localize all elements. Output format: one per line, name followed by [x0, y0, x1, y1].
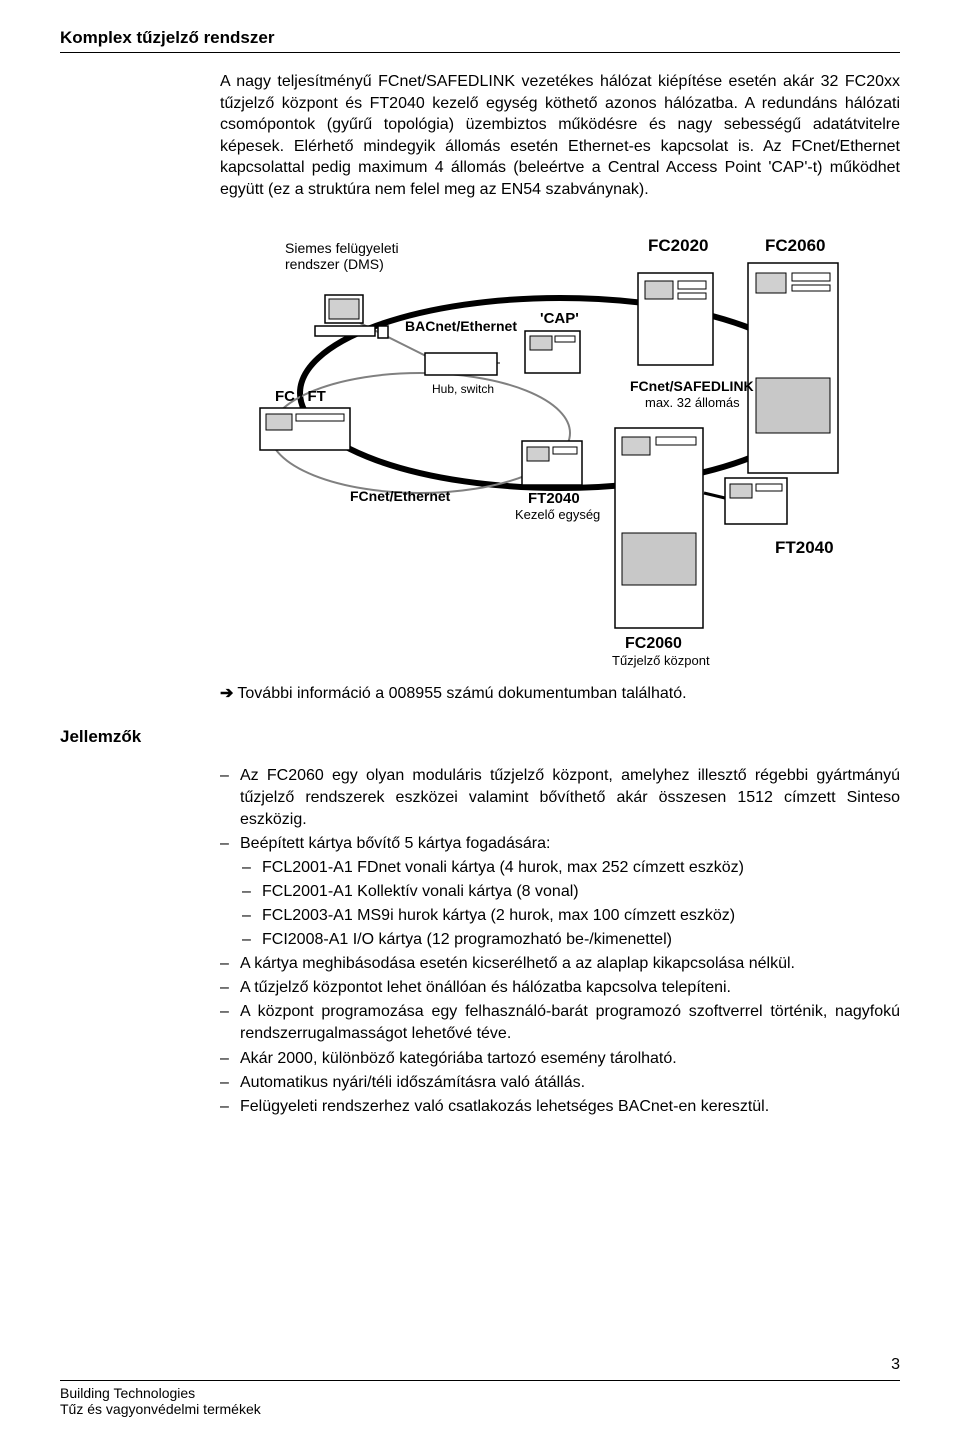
feature-item: Automatikus nyári/téli időszámításra val…: [240, 1072, 900, 1094]
feature-item: A tűzjelző központot lehet önállóan és h…: [240, 977, 900, 999]
fc2060-panel-top: [748, 263, 838, 473]
features-heading: Jellemzők: [60, 727, 900, 747]
feature-item: Felügyeleti rendszerhez való csatlakozás…: [240, 1096, 900, 1118]
page-number: 3: [891, 1356, 900, 1374]
svg-text:BACnet/Ethernet: BACnet/Ethernet: [405, 318, 517, 334]
features-list: Az FC2060 egy olyan moduláris tűzjelző k…: [220, 765, 900, 1118]
ft2040-label-right: FT2040: [775, 538, 834, 557]
fc2020-panel: [638, 273, 713, 365]
ft2040-label-center: FT2040: [528, 490, 580, 507]
sub-feature-item: FCL2001-A1 FDnet vonali kártya (4 hurok,…: [262, 857, 900, 879]
section-title: Komplex tűzjelző rendszer: [60, 28, 900, 53]
fc2060-label-top: FC2060: [765, 236, 825, 255]
fcnet-safed-1: FCnet/SAFEDLINK: [630, 378, 754, 394]
ft2040-panel-right: [725, 478, 787, 524]
page-footer: 3 Building Technologies Tűz és vagyonvéd…: [60, 1380, 900, 1417]
fc2060-sub-bottom: Tűzjelző központ: [612, 653, 710, 668]
sub-feature-item: FCI2008-A1 I/O kártya (12 programozható …: [262, 929, 900, 951]
footer-line-1: Building Technologies: [60, 1385, 261, 1401]
fcnet-safed-2: max. 32 állomás: [645, 395, 740, 410]
cap-label: 'CAP': [540, 310, 579, 327]
network-diagram: Siemes felügyeleti rendszer (DMS) BACnet…: [220, 223, 860, 673]
feature-item: Beépített kártya bővítő 5 kártya fogadás…: [240, 833, 900, 951]
hub-box: [425, 353, 497, 375]
fcnet-eth-label: FCnet/Ethernet: [350, 488, 451, 504]
bacnet-label: BACnet/Ethernet: [405, 318, 517, 334]
fc2060-label-bottom: FC2060: [625, 635, 682, 652]
feature-item-text: Beépített kártya bővítő 5 kártya fogadás…: [240, 835, 550, 852]
fcft-panel: [260, 408, 350, 450]
feature-item: A központ programozása egy felhasználó-b…: [240, 1001, 900, 1045]
more-info-text: További információ a 008955 számú dokume…: [237, 685, 686, 702]
ft2040-panel-center: [522, 441, 582, 485]
fc2060-panel-bottom: [615, 428, 703, 628]
dms-label-2: rendszer (DMS): [285, 256, 384, 272]
sub-feature-item: FCL2003-A1 MS9i hurok kártya (2 hurok, m…: [262, 905, 900, 927]
svg-text:FCnet/SAFEDLINK: FCnet/SAFEDLINK: [630, 378, 754, 394]
arrow-icon: ➔: [220, 685, 233, 702]
ft2040-sub-center: Kezelő egység: [515, 507, 600, 522]
feature-item: Akár 2000, különböző kategóriába tartozó…: [240, 1048, 900, 1070]
footer-line-2: Tűz és vagyonvédelmi termékek: [60, 1401, 261, 1417]
sub-features-list: FCL2001-A1 FDnet vonali kártya (4 hurok,…: [240, 857, 900, 951]
feature-item: A kártya meghibásodása esetén kicserélhe…: [240, 953, 900, 975]
sub-feature-item: FCL2001-A1 Kollektív vonali kártya (8 vo…: [262, 881, 900, 903]
hub-label: Hub, switch: [432, 382, 494, 396]
svg-text:FCnet/Ethernet: FCnet/Ethernet: [350, 488, 451, 504]
feature-item: Az FC2060 egy olyan moduláris tűzjelző k…: [240, 765, 900, 831]
dms-label-1: Siemes felügyeleti: [285, 240, 399, 256]
intro-paragraph: A nagy teljesítményű FCnet/SAFEDLINK vez…: [220, 71, 900, 201]
fc2020-label: FC2020: [648, 236, 708, 255]
more-info-line: ➔További információ a 008955 számú dokum…: [220, 683, 900, 703]
fcft-label: FC / FT: [275, 388, 326, 405]
